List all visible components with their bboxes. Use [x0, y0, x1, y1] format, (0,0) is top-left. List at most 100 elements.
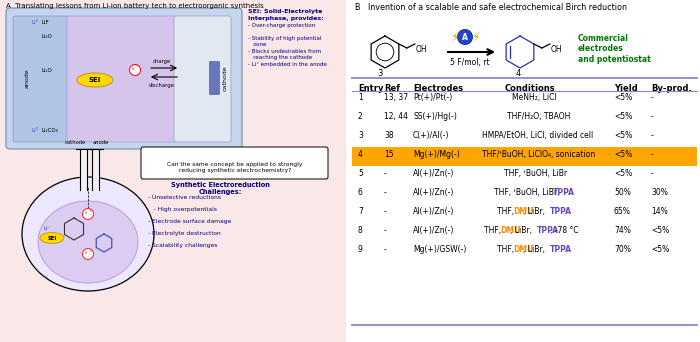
Text: Li⁰: Li⁰ [44, 226, 50, 232]
Text: 65%: 65% [614, 207, 631, 216]
Text: Li₂O: Li₂O [42, 67, 53, 73]
Text: charge: charge [153, 59, 171, 64]
Circle shape [130, 65, 141, 76]
Text: <5%: <5% [614, 150, 632, 159]
Text: SEI: SEI [48, 236, 57, 240]
Text: , LiBr,: , LiBr, [510, 226, 535, 235]
Text: Li: Li [85, 251, 88, 255]
Text: Yield: Yield [614, 84, 638, 93]
Text: -: - [651, 112, 654, 121]
Text: - Scalability challenges: - Scalability challenges [148, 243, 218, 248]
FancyBboxPatch shape [209, 62, 220, 94]
Text: Interphase, provides:: Interphase, provides: [248, 16, 323, 21]
Text: Can the same concept be applied to strongly
reducing synthetic electrochemistry?: Can the same concept be applied to stron… [167, 162, 302, 173]
Text: Li₂CO₃: Li₂CO₃ [42, 128, 59, 132]
Text: HMPA/EtOH, LiCl, divided cell: HMPA/EtOH, LiCl, divided cell [482, 131, 594, 140]
Text: DMU: DMU [500, 226, 521, 235]
Text: - High overpotentials: - High overpotentials [148, 207, 217, 212]
Text: Electrodes: Electrodes [413, 84, 463, 93]
Text: 13, 37: 13, 37 [384, 93, 408, 102]
Text: A: A [462, 32, 468, 41]
Text: - Blocks undesirables from
   reaching the cathode: - Blocks undesirables from reaching the … [248, 49, 321, 60]
Text: <5%: <5% [614, 112, 632, 121]
Text: SEI: Solid-Electrolyte: SEI: Solid-Electrolyte [248, 9, 323, 14]
Text: <5%: <5% [651, 226, 669, 235]
Text: Commercial
electrodes
and potentiostat: Commercial electrodes and potentiostat [578, 34, 651, 64]
Text: LiF: LiF [42, 19, 50, 25]
Text: THF,: THF, [497, 245, 517, 254]
Text: -: - [384, 207, 386, 216]
Text: B   Invention of a scalable and safe electrochemical Birch reduction: B Invention of a scalable and safe elect… [355, 3, 627, 12]
Text: Al(+)/Zn(-): Al(+)/Zn(-) [413, 188, 454, 197]
Text: Al(+)/Zn(-): Al(+)/Zn(-) [413, 169, 454, 178]
Circle shape [83, 249, 94, 260]
Text: OH: OH [551, 44, 563, 53]
Text: - Over-charge protection: - Over-charge protection [248, 23, 315, 28]
Text: Pt(+)/Pt(-): Pt(+)/Pt(-) [413, 93, 452, 102]
Text: Li: Li [132, 67, 134, 71]
Text: , LiBr,: , LiBr, [524, 207, 548, 216]
Text: 70%: 70% [614, 245, 631, 254]
Text: TPPA: TPPA [537, 226, 559, 235]
Text: 3: 3 [358, 131, 363, 140]
Text: Al(+)/Zn(-): Al(+)/Zn(-) [413, 207, 454, 216]
Text: OH: OH [416, 45, 428, 54]
Text: <5%: <5% [651, 245, 669, 254]
Text: 74%: 74% [614, 226, 631, 235]
Text: cathode: cathode [223, 65, 228, 91]
Text: Li⁰: Li⁰ [32, 128, 38, 132]
FancyBboxPatch shape [0, 0, 346, 342]
Circle shape [83, 209, 94, 220]
Text: discharge: discharge [149, 83, 175, 88]
Text: THF,: THF, [497, 207, 517, 216]
Text: -: - [651, 131, 654, 140]
Text: Entry: Entry [358, 84, 384, 93]
Text: -: - [651, 93, 654, 102]
Text: 4: 4 [515, 69, 521, 79]
Text: TPPA: TPPA [550, 207, 572, 216]
Text: - Electrode surface damage: - Electrode surface damage [148, 219, 232, 224]
Text: SEI: SEI [89, 77, 101, 83]
Text: - Electrolyte destruction: - Electrolyte destruction [148, 231, 220, 236]
Ellipse shape [22, 177, 154, 291]
Text: 1: 1 [358, 93, 363, 102]
Text: THF, ᵗBuOH, LiBr: THF, ᵗBuOH, LiBr [503, 169, 567, 178]
Text: Li₂O: Li₂O [42, 35, 53, 39]
Text: - Stability of high potential
   zone: - Stability of high potential zone [248, 36, 321, 47]
Text: anode: anode [25, 68, 29, 88]
Text: 38: 38 [384, 131, 393, 140]
Text: , LiBr,: , LiBr, [524, 245, 548, 254]
Text: MeNH₂, LiCl: MeNH₂, LiCl [512, 93, 556, 102]
Text: TPPA: TPPA [550, 245, 572, 254]
Text: anode: anode [93, 140, 109, 145]
Text: By-prod.: By-prod. [651, 84, 692, 93]
FancyBboxPatch shape [174, 16, 231, 142]
Text: 7: 7 [358, 207, 363, 216]
FancyBboxPatch shape [67, 16, 176, 142]
Text: 4: 4 [358, 150, 363, 159]
Text: TPPA: TPPA [553, 188, 575, 197]
Text: Synthetic Electroreduction
Challenges:: Synthetic Electroreduction Challenges: [171, 182, 270, 195]
Text: 30%: 30% [651, 188, 668, 197]
Text: 5 F/mol, rt: 5 F/mol, rt [450, 58, 490, 67]
Text: Li: Li [85, 211, 88, 215]
Text: -: - [384, 188, 386, 197]
Text: -: - [651, 150, 654, 159]
Polygon shape [92, 150, 99, 190]
Text: -: - [384, 226, 386, 235]
FancyBboxPatch shape [352, 147, 697, 166]
Text: <5%: <5% [614, 169, 632, 178]
Text: Mg(+)/GSW(-): Mg(+)/GSW(-) [413, 245, 466, 254]
Text: 12, 44: 12, 44 [384, 112, 408, 121]
Text: +: + [136, 64, 139, 68]
Ellipse shape [38, 201, 138, 283]
Text: 9: 9 [358, 245, 363, 254]
Ellipse shape [77, 73, 113, 87]
FancyBboxPatch shape [13, 16, 69, 142]
Text: cathode: cathode [64, 140, 85, 145]
Text: , -78 °C: , -78 °C [550, 226, 578, 235]
Text: Conditions: Conditions [505, 84, 555, 93]
Polygon shape [80, 150, 87, 190]
Text: Mg(+)/Mg(-): Mg(+)/Mg(-) [413, 150, 460, 159]
Text: 8: 8 [358, 226, 363, 235]
